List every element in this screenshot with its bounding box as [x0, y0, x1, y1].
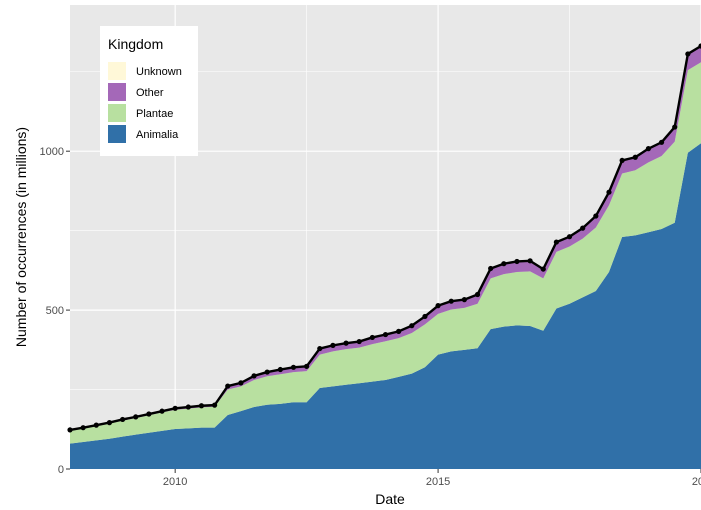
total-point — [409, 323, 415, 329]
area-other — [70, 46, 701, 431]
total-point — [80, 425, 86, 431]
total-point — [185, 404, 191, 410]
legend: Kingdom Unknown Other Plantae Animalia — [100, 26, 198, 156]
total-point — [356, 338, 362, 345]
x-tick-label: 202 — [692, 476, 701, 488]
legend-label-other: Other — [136, 87, 164, 99]
total-point — [119, 416, 126, 423]
total-point — [251, 373, 257, 379]
legend-entries: Unknown Other Plantae Animalia — [108, 62, 182, 143]
total-point — [566, 234, 573, 240]
total-point — [580, 225, 586, 231]
y-axis: 0 500 1000 — [40, 146, 70, 476]
legend-swatch-unknown — [108, 62, 126, 80]
total-point — [330, 342, 336, 348]
total-point — [501, 261, 507, 267]
x-tick-label: 2010 — [163, 476, 187, 488]
total-point — [448, 298, 454, 304]
legend-label-unknown: Unknown — [136, 66, 182, 78]
total-point — [369, 334, 375, 341]
total-point — [488, 265, 494, 272]
legend-swatch-animalia — [108, 125, 126, 143]
total-point — [632, 154, 638, 160]
total-point — [172, 405, 178, 411]
total-point — [685, 51, 691, 57]
total-point — [290, 364, 297, 370]
y-tick-label: 500 — [46, 305, 64, 317]
total-point — [212, 402, 218, 408]
y-tick-label: 0 — [58, 464, 64, 476]
x-axis-title: Date — [375, 491, 405, 507]
legend-swatch-other — [108, 83, 126, 101]
legend-label-animalia: Animalia — [136, 129, 179, 141]
total-point — [672, 124, 678, 130]
legend-label-plantae: Plantae — [136, 108, 173, 120]
total-point — [198, 403, 205, 409]
total-point — [606, 189, 612, 195]
total-point — [382, 331, 389, 338]
total-point — [106, 420, 113, 426]
x-axis: 2010 2015 202 — [163, 469, 701, 488]
total-point — [619, 157, 625, 164]
total-point — [540, 266, 546, 272]
total-point — [93, 422, 99, 428]
total-point — [146, 411, 152, 417]
total-point — [645, 146, 652, 152]
total-point — [553, 239, 559, 245]
total-point — [238, 380, 244, 386]
total-point — [527, 258, 533, 264]
total-point — [422, 313, 428, 320]
legend-swatch-plantae — [108, 104, 126, 122]
total-point — [317, 345, 323, 352]
total-point — [593, 213, 599, 219]
y-axis-title: Number of occurrences (in millions) — [13, 127, 29, 347]
total-point — [474, 291, 481, 298]
y-tick-label: 1000 — [40, 146, 64, 158]
legend-title: Kingdom — [108, 36, 163, 52]
total-point — [435, 303, 441, 309]
total-point — [67, 427, 73, 433]
total-point — [396, 328, 402, 334]
total-point — [304, 363, 310, 369]
total-point — [698, 43, 701, 49]
total-point — [264, 369, 270, 375]
total-points — [67, 43, 701, 433]
total-point — [133, 414, 139, 420]
x-tick-label: 2015 — [426, 476, 450, 488]
area-plantae — [70, 62, 701, 444]
total-point — [514, 258, 520, 265]
total-point — [658, 139, 665, 145]
area-animalia — [70, 143, 701, 469]
total-point — [343, 340, 349, 346]
stacked-areas — [70, 45, 701, 469]
total-point — [159, 408, 165, 414]
total-point — [461, 297, 467, 303]
total-point — [277, 366, 283, 373]
total-point — [225, 383, 231, 389]
